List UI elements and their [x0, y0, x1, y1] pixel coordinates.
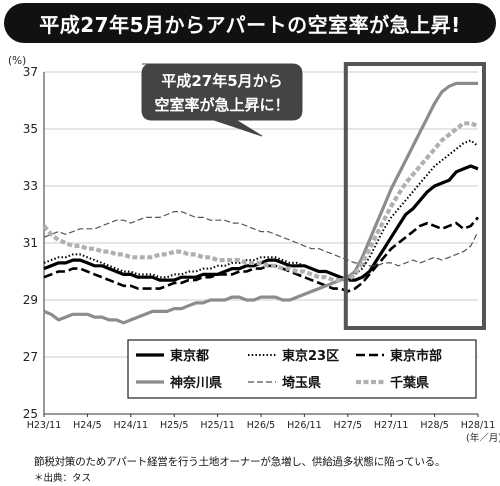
legend-label-1: 東京23区: [282, 348, 339, 364]
y-tick-label: 27: [23, 350, 38, 364]
legend-label-2: 東京市部: [390, 348, 442, 364]
y-tick-label: 31: [23, 236, 38, 250]
y-tick-label: 25: [23, 407, 38, 421]
series-line-4: [43, 211, 479, 267]
y-tick-label: 35: [23, 122, 38, 136]
x-tick-label: H24/5: [73, 420, 101, 431]
highlight-box: [343, 62, 486, 330]
y-tick-label: 29: [23, 293, 38, 307]
legend-label-4: 埼玉県: [282, 375, 321, 391]
x-tick-label: H27/5: [334, 420, 362, 431]
x-tick-label: H25/5: [160, 420, 188, 431]
footnote: 節税対策のためアパート経営を行う土地オーナーが急増し、供給過多状態に陥っている。: [34, 456, 446, 468]
legend-label-0: 東京都: [170, 348, 209, 364]
series-line-5: [42, 121, 479, 283]
source-note: ＊出典：タス: [34, 473, 92, 484]
series-line-2: [43, 216, 479, 293]
x-axis-unit: (年／月): [466, 432, 500, 444]
line-chart: 25 27 29 31 33 35 37(%) H23/11 H24/5 H24/11 H25/5 H…: [8, 55, 500, 444]
page-title: 平成27年5月からアパートの空室率が急上昇!: [39, 12, 461, 37]
title-banner: 平成27年5月からアパートの空室率が急上昇!: [4, 3, 496, 43]
legend: [127, 339, 477, 399]
callout-bubble: [141, 63, 303, 137]
x-tick-label: H28/11: [461, 420, 496, 431]
x-tick-label: H25/11: [200, 420, 235, 431]
x-tick-label: H24/11: [114, 420, 149, 431]
x-tick-label: H27/11: [374, 420, 409, 431]
callout-text-line2: 空室率が急上昇に！: [154, 96, 289, 114]
x-tick-label: H26/5: [247, 420, 275, 431]
legend-label-3: 神奈川県: [170, 375, 222, 391]
callout-text-line1: 平成27年5月から: [161, 72, 282, 90]
y-tick-label: 33: [23, 179, 38, 193]
y-axis-unit: (%): [8, 55, 26, 67]
x-tick-label: H28/5: [420, 420, 448, 431]
series-line-3: [43, 81, 478, 325]
legend-label-5: 千葉県: [390, 375, 429, 391]
x-tick-label: H23/11: [27, 420, 62, 431]
x-tick-label: H26/11: [287, 420, 322, 431]
y-tick-label: 37: [23, 65, 38, 79]
series-line-1: [43, 139, 479, 279]
